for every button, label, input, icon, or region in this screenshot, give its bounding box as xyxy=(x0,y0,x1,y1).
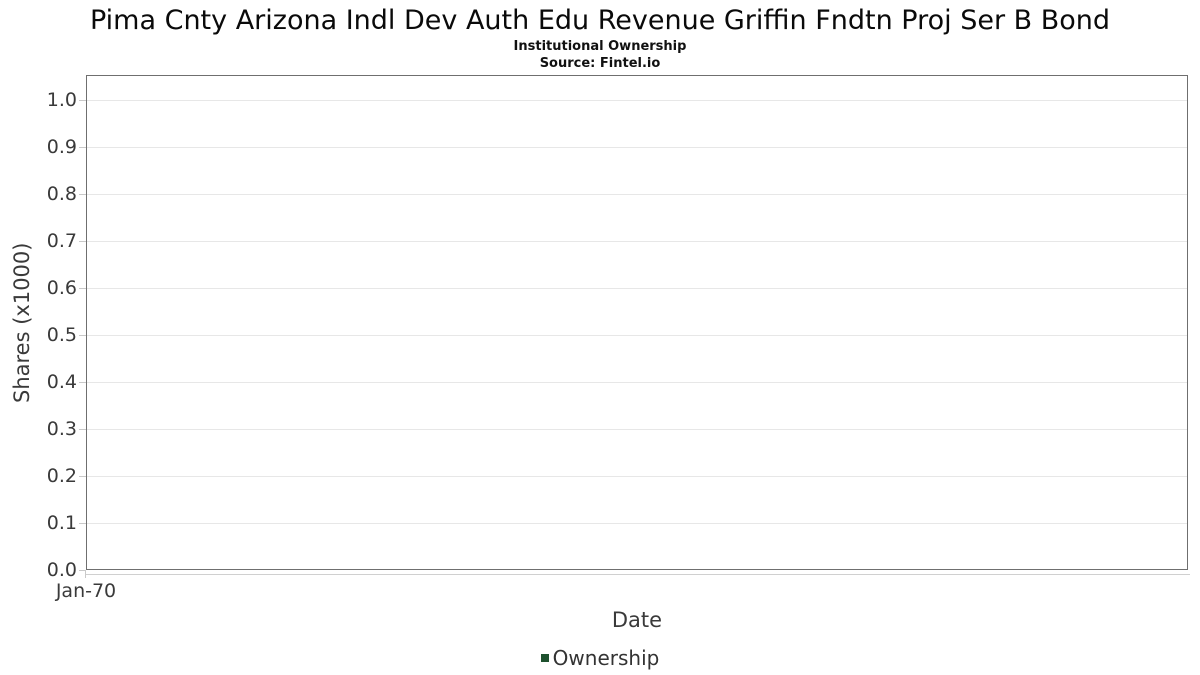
gridline xyxy=(87,522,1187,524)
y-tick-label: 0.5 xyxy=(46,324,77,346)
legend-marker-icon xyxy=(540,654,549,662)
gridline xyxy=(87,428,1187,430)
y-tick-mark xyxy=(79,100,86,101)
gridline xyxy=(87,334,1187,336)
y-tick-label: 0.9 xyxy=(46,136,77,158)
y-tick-mark xyxy=(79,147,86,148)
y-tick-label: 0.3 xyxy=(46,418,77,440)
plot-area xyxy=(86,75,1188,570)
x-tick-mark xyxy=(85,571,86,578)
gridline xyxy=(87,381,1187,383)
legend: Ownership xyxy=(0,646,1200,670)
gridline xyxy=(87,287,1187,289)
y-tick-mark xyxy=(79,523,86,524)
y-tick-mark xyxy=(79,429,86,430)
gridline xyxy=(87,240,1187,242)
y-tick-mark xyxy=(79,570,86,571)
y-tick-label: 0.2 xyxy=(46,465,77,487)
chart-title: Pima Cnty Arizona Indl Dev Auth Edu Reve… xyxy=(89,5,1111,36)
gridline xyxy=(87,475,1187,477)
y-tick-label: 0.8 xyxy=(46,183,77,205)
y-tick-mark xyxy=(79,288,86,289)
legend-label: Ownership xyxy=(552,646,660,670)
y-tick-label: 0.1 xyxy=(46,512,77,534)
chart-subtitle: Institutional Ownership xyxy=(513,39,687,54)
x-axis-title: Date xyxy=(611,608,663,632)
y-tick-mark xyxy=(79,194,86,195)
gridline xyxy=(87,193,1187,195)
y-tick-mark xyxy=(79,476,86,477)
gridline xyxy=(87,99,1187,101)
y-tick-label: 0.6 xyxy=(46,277,77,299)
y-tick-label: 0.0 xyxy=(46,559,77,581)
y-tick-label: 0.4 xyxy=(46,371,77,393)
legend-item-ownership[interactable]: Ownership xyxy=(540,646,660,670)
y-tick-mark xyxy=(79,382,86,383)
chart-header: Pima Cnty Arizona Indl Dev Auth Edu Reve… xyxy=(0,0,1200,71)
x-axis-line xyxy=(86,574,1190,575)
y-tick-mark xyxy=(79,335,86,336)
chart-source: Source: Fintel.io xyxy=(539,56,661,71)
gridline xyxy=(87,146,1187,148)
y-tick-mark xyxy=(79,241,86,242)
y-tick-label: 0.7 xyxy=(46,230,77,252)
x-tick-label: Jan-70 xyxy=(55,580,117,602)
y-tick-label: 1.0 xyxy=(46,89,77,111)
